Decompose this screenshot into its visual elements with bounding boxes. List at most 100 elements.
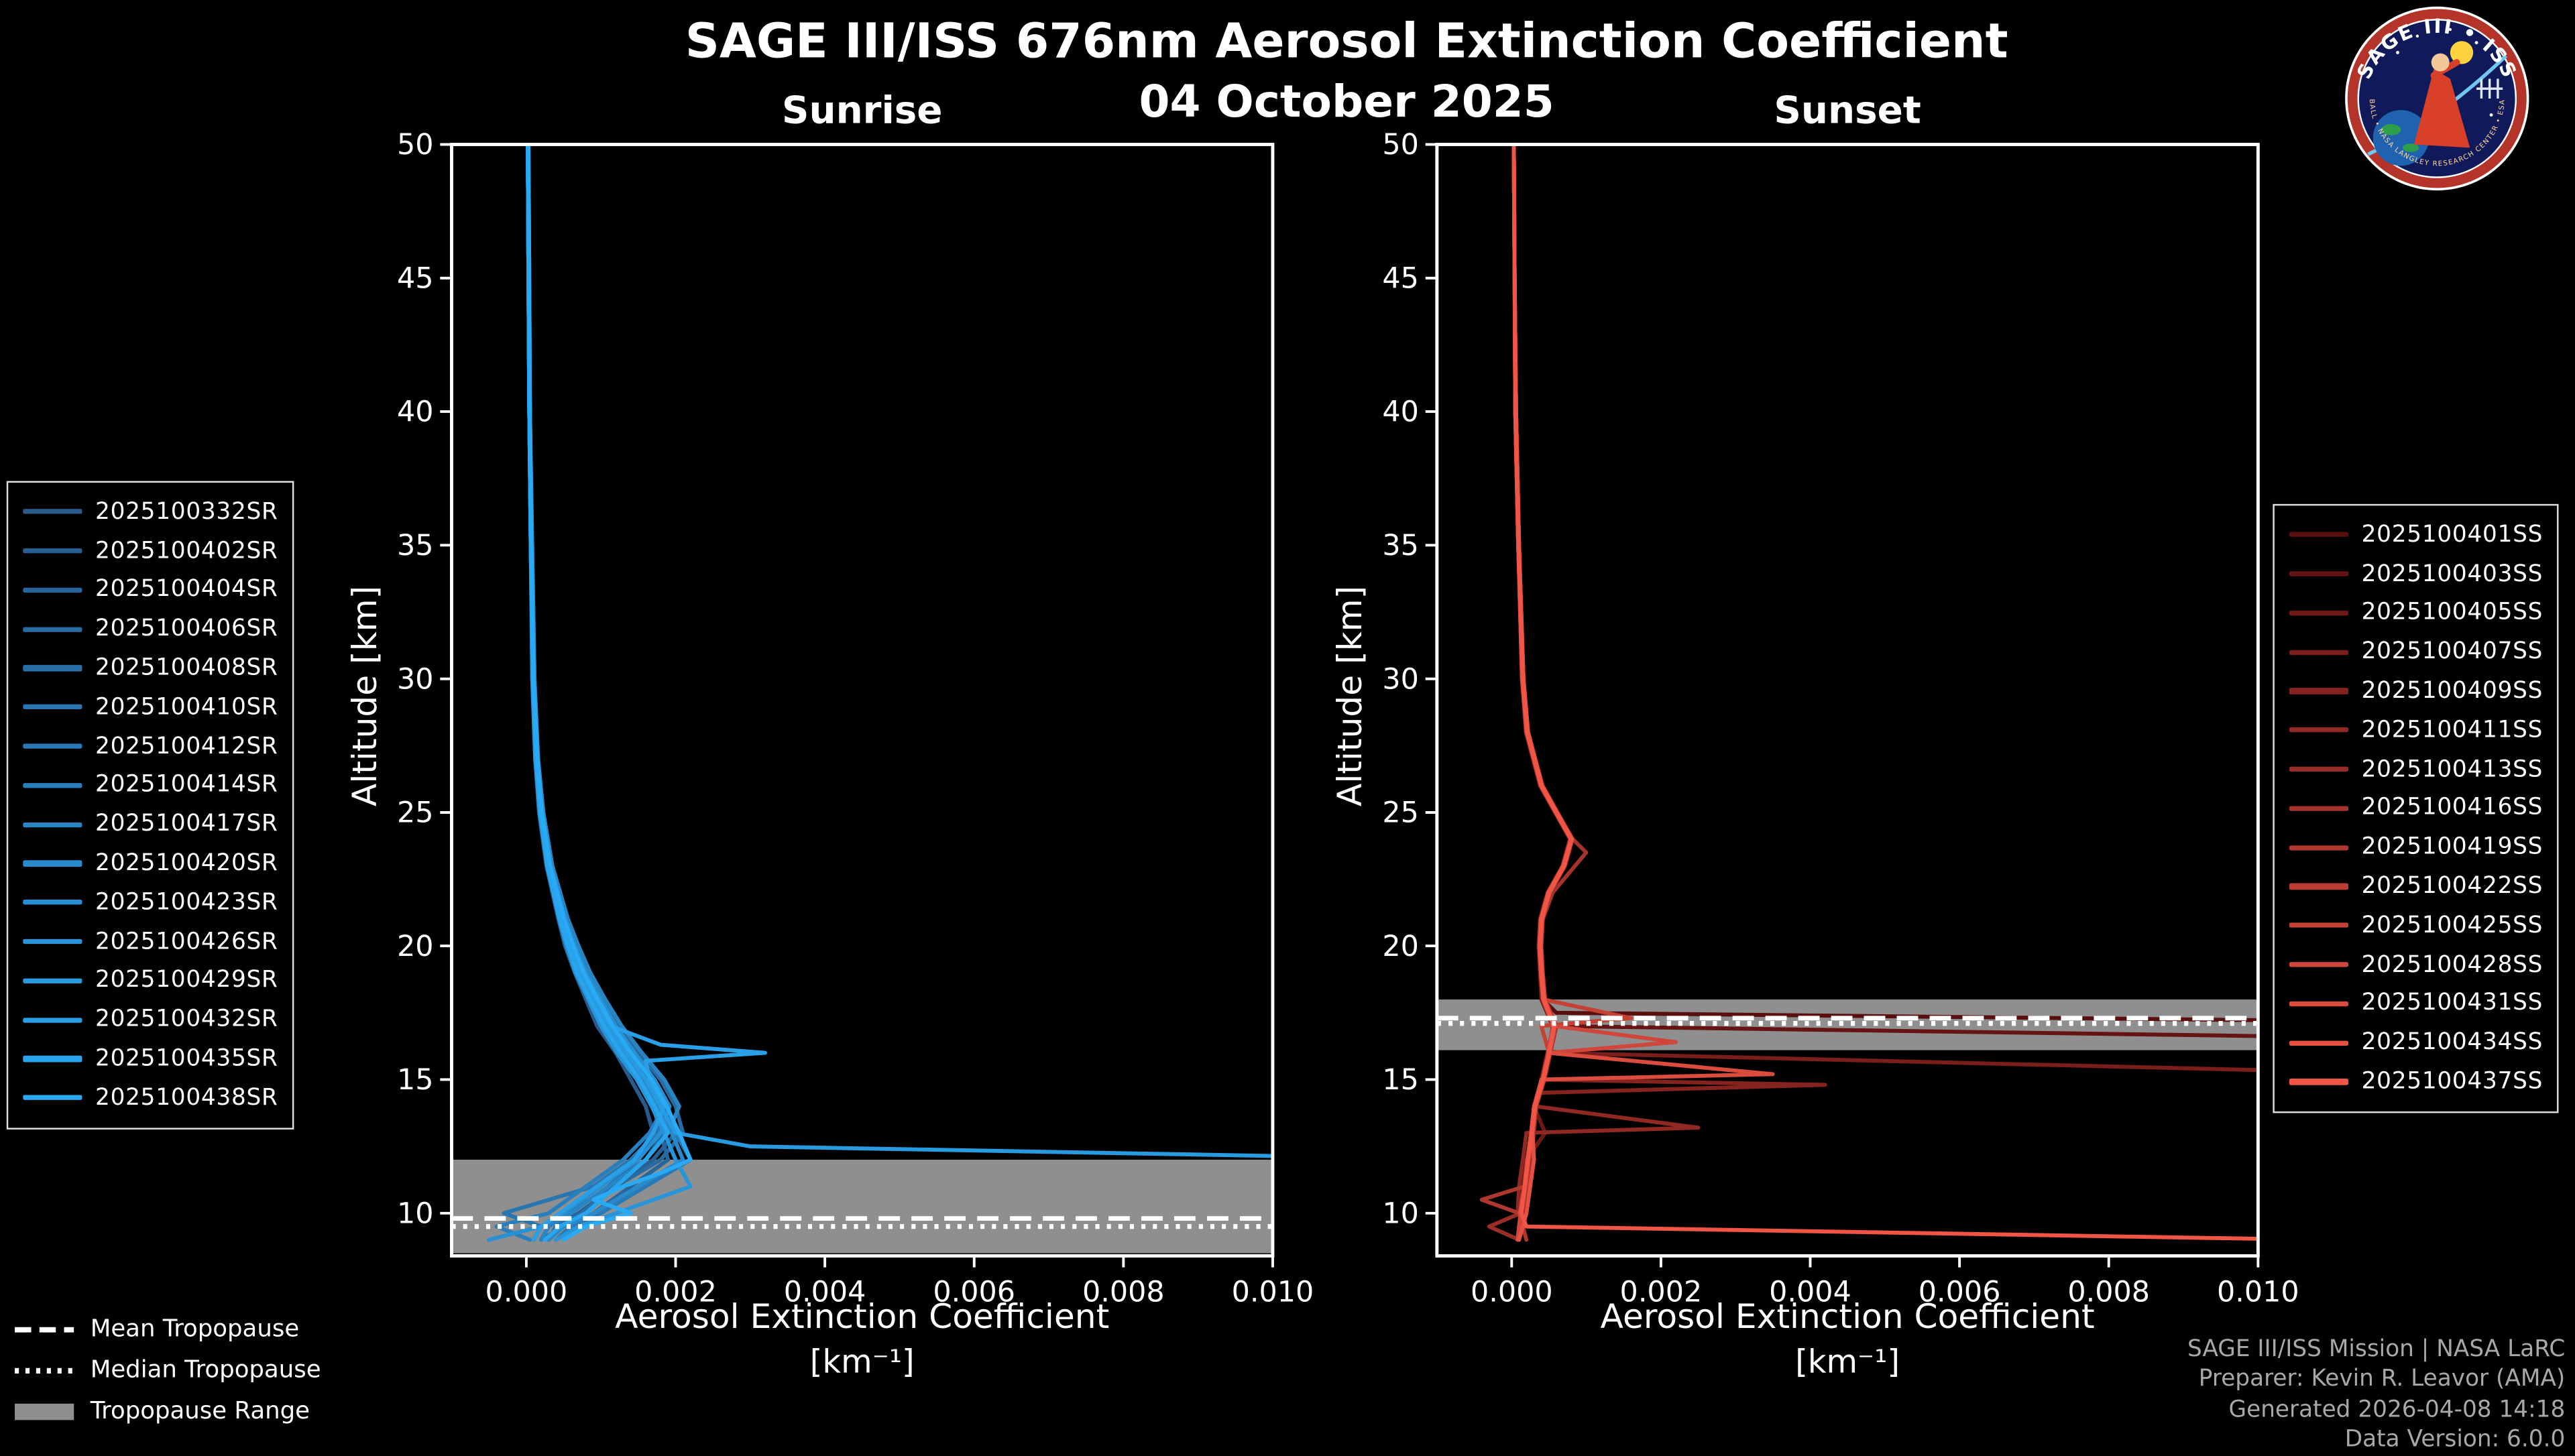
y-tick-label: 20 [1382,930,1419,963]
legend-line-sample [23,1095,82,1101]
figure-head [2431,53,2450,72]
sunrise-panel-title: Sunrise [781,90,943,133]
legend-line-sample [2289,571,2349,577]
legend-label: 2025100402SR [95,538,278,564]
legend-line-sample [2289,688,2349,694]
sunset-legend: 2025100401SS 2025100403SS 2025100405SS 2025… [2273,503,2560,1113]
legend-line-sample [23,705,82,711]
mean-tropopause-dashed-sample [15,1326,74,1332]
legend-label: 2025100426SR [95,928,278,955]
x-tick-label: 0.000 [1471,1275,1553,1309]
profile-line-2025100429SR [526,144,1273,1158]
profile-line-2025100437SS [1511,144,2258,1241]
credit-preparer: Preparer: Kevin R. Leavor (AMA) [2198,1366,2566,1393]
legend-label: 2025100437SS [2361,1069,2543,1095]
legend-item: 2025100401SS [2289,515,2543,554]
y-tick-label: 35 [1382,529,1419,562]
x-tick-label: 0.002 [1620,1275,1703,1309]
legend-line-sample [23,666,82,671]
legend-item: 2025100332SR [23,493,278,532]
legend-item: 2025100438SR [23,1079,278,1117]
median-tropopause-dotted-sample [15,1367,74,1373]
legend-line-sample [23,1017,82,1023]
legend-label: 2025100432SR [95,1006,278,1034]
legend-item: 2025100412SR [23,727,278,766]
legend-item: 2025100411SS [2289,711,2543,749]
y-tick-label: 30 [397,662,434,696]
y-tick-label: 30 [1382,662,1419,696]
credit-generated: Generated 2026-04-08 14:18 [2228,1396,2566,1424]
tropopause-range-patch-sample [15,1402,74,1420]
legend-item: 2025100419SS [2289,828,2543,867]
y-tick-label: 45 [1382,262,1419,296]
robed-figure [2414,68,2470,148]
legend-label: 2025100409SS [2361,678,2543,705]
x-tick-label: 0.004 [1769,1275,1851,1309]
legend-line-sample [23,1056,82,1062]
legend-line-sample [2289,766,2349,772]
median-tropopause-legend-item: Median Tropopause [13,1349,321,1390]
legend-line-sample [23,822,82,827]
sunset-plot: 0.000 0.002 0.004 0.006 0.008 0.010 10 15 20 25 30… [1382,128,2299,1309]
x-tick-label: 0.010 [2217,1275,2299,1309]
y-tick-label: 45 [397,262,434,296]
legend-label: 2025100412SR [95,733,278,760]
legend-line-sample [2289,922,2349,928]
legend-item: 2025100416SS [2289,789,2543,828]
legend-line-sample [23,978,82,984]
legend-label: 2025100407SS [2361,639,2543,666]
y-tick-label: 10 [397,1197,434,1230]
profile-line-2025100426SR [526,144,693,1242]
legend-item: 2025100432SR [23,1000,278,1039]
legend-line-sample [23,743,82,749]
legend-line-sample [2289,884,2349,890]
legend-item: 2025100414SR [23,766,278,805]
legend-item: 2025100406SR [23,610,278,649]
legend-label: 2025100438SR [95,1085,278,1111]
legend-line-sample [23,509,82,515]
legend-item: 2025100410SR [23,688,278,727]
legend-line-sample [2289,532,2349,538]
legend-line-sample [23,548,82,554]
median-tropopause-label: Median Tropopause [90,1357,321,1384]
legend-line-sample [2289,727,2349,733]
legend-item: 2025100435SR [23,1040,278,1079]
sunrise-x-axis-label: Aerosol Extinction Coefficient [615,1296,1110,1337]
legend-line-sample [2289,845,2349,851]
sunrise-plot: 0.000 0.002 0.004 0.006 0.008 0.010 10 15 20 25 30… [397,128,1314,1309]
legend-label: 2025100423SR [95,890,278,916]
profile-line-2025100431SS [1511,144,1775,1215]
tropopause-range-label: Tropopause Range [90,1398,310,1424]
x-tick-label: 0.000 [485,1275,568,1309]
y-tick-label: 10 [1382,1197,1419,1230]
legend-item: 2025100408SR [23,649,278,688]
legend-label: 2025100411SS [2361,717,2543,744]
legend-item: 2025100431SS [2289,984,2543,1023]
sunset-x-axis-unit: [km⁻¹] [1795,1343,1900,1381]
earth-globe [2372,110,2429,166]
y-tick-label: 50 [397,128,434,162]
legend-line-sample [2289,1001,2349,1007]
plot-frame [450,143,1275,1258]
y-tick-label: 15 [1382,1063,1419,1097]
legend-label: 2025100435SR [95,1046,278,1073]
sun-disc [2450,41,2474,64]
legend-item: 2025100423SR [23,883,278,922]
legend-item: 2025100405SS [2289,594,2543,633]
legend-label: 2025100404SR [95,577,278,603]
legend-label: 2025100429SR [95,967,278,994]
legend-item: 2025100403SS [2289,554,2543,593]
tropopause-legend: Mean Tropopause Median Tropopause Tropop… [13,1309,321,1432]
legend-label: 2025100408SR [95,655,278,682]
y-tick-label: 35 [397,529,434,562]
profile-line-2025100438SR [526,144,693,1242]
y-tick-label: 40 [1382,396,1419,429]
legend-item: 2025100426SR [23,922,278,961]
legend-label: 2025100431SS [2361,990,2543,1018]
legend-item: 2025100437SS [2289,1063,2543,1101]
mean-tropopause-legend-item: Mean Tropopause [13,1309,321,1349]
y-tick-label: 20 [397,930,434,963]
legend-item: 2025100420SR [23,844,278,883]
sunrise-x-axis-unit: [km⁻¹] [809,1343,915,1381]
